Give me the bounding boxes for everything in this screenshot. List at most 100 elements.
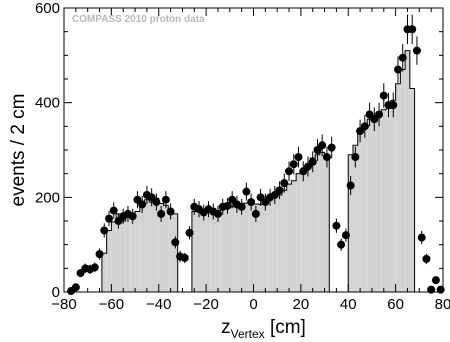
data-point bbox=[346, 176, 355, 195]
data-point bbox=[95, 248, 104, 260]
histogram-bar bbox=[253, 203, 259, 292]
data-point bbox=[161, 191, 170, 209]
histogram-bar bbox=[111, 221, 117, 292]
data-point bbox=[280, 173, 289, 193]
data-point bbox=[408, 14, 417, 44]
point-marker bbox=[337, 240, 346, 249]
y-tick-label: 200 bbox=[35, 189, 60, 206]
histogram-bar bbox=[371, 115, 377, 292]
point-marker bbox=[422, 254, 431, 263]
histogram-bar bbox=[234, 204, 240, 292]
histogram-bar bbox=[272, 197, 278, 292]
histogram-bar bbox=[267, 199, 273, 292]
data-point bbox=[337, 238, 346, 251]
histogram-bar bbox=[405, 50, 410, 292]
histogram-bar bbox=[225, 204, 230, 292]
histogram-bar bbox=[324, 159, 330, 292]
point-marker bbox=[105, 214, 114, 223]
histogram-bar bbox=[101, 253, 107, 292]
point-marker bbox=[242, 187, 251, 196]
histogram-bar bbox=[286, 184, 292, 292]
histogram-bar bbox=[357, 133, 363, 292]
x-axis-title-main: z bbox=[221, 317, 231, 338]
data-point bbox=[351, 146, 360, 168]
point-marker bbox=[308, 157, 317, 166]
data-point bbox=[242, 182, 251, 201]
point-marker bbox=[398, 53, 407, 62]
point-marker bbox=[109, 206, 118, 215]
histogram-bar bbox=[149, 202, 155, 292]
histogram-bar bbox=[315, 154, 320, 292]
point-marker bbox=[247, 198, 256, 207]
point-marker bbox=[138, 200, 147, 209]
histogram-bar bbox=[139, 204, 145, 292]
point-marker bbox=[408, 25, 417, 34]
histogram-bar bbox=[367, 119, 372, 292]
point-marker bbox=[389, 101, 398, 110]
histogram-bar bbox=[258, 204, 263, 292]
y-tick-label: 400 bbox=[35, 95, 60, 112]
histogram-bar bbox=[300, 169, 306, 292]
x-tick-label: 20 bbox=[293, 296, 310, 313]
histogram-bar bbox=[106, 230, 112, 292]
point-marker bbox=[375, 110, 384, 119]
histogram-bar bbox=[310, 158, 316, 292]
point-marker bbox=[322, 153, 331, 162]
point-marker bbox=[346, 181, 355, 190]
point-marker bbox=[251, 209, 260, 218]
y-tick-label: 0 bbox=[52, 284, 60, 301]
x-tick-label: −60 bbox=[99, 296, 124, 313]
x-tick-label: −40 bbox=[146, 296, 171, 313]
histogram-bar bbox=[158, 203, 164, 292]
data-point bbox=[90, 262, 99, 273]
point-marker bbox=[185, 228, 194, 237]
histogram-bar bbox=[135, 211, 140, 292]
histogram-bar bbox=[291, 180, 297, 292]
histogram-bar bbox=[277, 194, 282, 292]
histogram-bar bbox=[348, 154, 353, 292]
point-marker bbox=[128, 212, 137, 221]
data-point bbox=[322, 146, 331, 168]
point-marker bbox=[360, 122, 369, 131]
data-point bbox=[275, 181, 284, 200]
data-point bbox=[289, 153, 298, 175]
point-marker bbox=[223, 201, 232, 210]
point-marker bbox=[213, 209, 222, 218]
x-tick-label: 40 bbox=[340, 296, 357, 313]
histogram-bar bbox=[305, 165, 311, 292]
point-marker bbox=[95, 250, 104, 259]
data-point bbox=[341, 228, 350, 242]
data-point bbox=[157, 205, 166, 222]
histogram-bar bbox=[168, 210, 173, 292]
data-point bbox=[237, 198, 246, 215]
point-marker bbox=[417, 233, 426, 242]
data-point bbox=[332, 218, 341, 233]
histogram-bar bbox=[201, 209, 207, 292]
histogram-bar bbox=[144, 199, 150, 292]
point-marker bbox=[90, 263, 99, 272]
point-marker bbox=[289, 160, 298, 169]
x-tick-label: 60 bbox=[387, 296, 404, 313]
point-marker bbox=[318, 141, 327, 150]
x-tick-label: 0 bbox=[249, 296, 257, 313]
histogram-bar bbox=[386, 108, 391, 292]
point-marker bbox=[393, 65, 402, 74]
point-marker bbox=[341, 231, 350, 240]
histogram-bar bbox=[390, 100, 396, 292]
point-marker bbox=[100, 226, 109, 235]
axis-ticks-layer: −80 −60 −40 −20 0 20 40 60 80 0 200 400 600 bbox=[35, 0, 450, 313]
data-point bbox=[251, 205, 260, 222]
data-point bbox=[393, 56, 402, 83]
histogram-bar bbox=[120, 221, 126, 292]
histogram-bar bbox=[319, 152, 325, 292]
histogram-bar bbox=[154, 198, 159, 292]
data-point bbox=[308, 151, 317, 173]
histogram-bar bbox=[130, 216, 136, 292]
point-marker bbox=[327, 143, 336, 152]
data-point bbox=[389, 92, 398, 118]
y-axis-title: events / 2 cm bbox=[8, 94, 29, 207]
histogram-bar bbox=[220, 206, 226, 292]
data-point bbox=[100, 223, 109, 238]
data-point bbox=[180, 252, 189, 264]
data-point bbox=[417, 230, 426, 245]
